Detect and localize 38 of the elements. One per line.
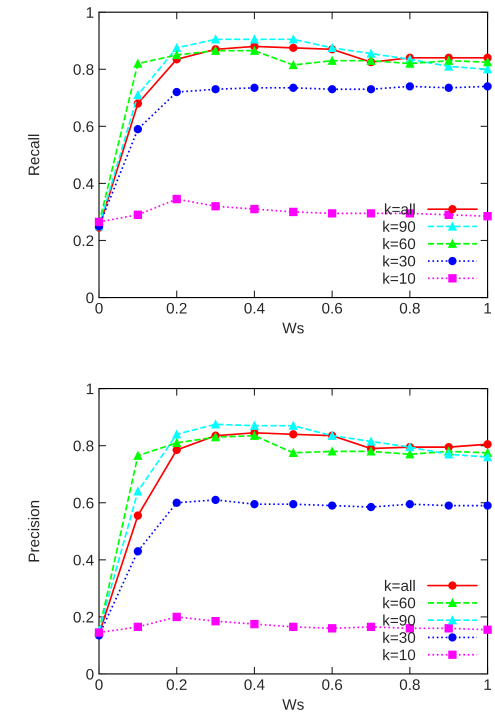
legend-label: k=all: [384, 580, 415, 592]
y-tick-label: 0: [86, 668, 94, 680]
legend-label: k=all: [384, 203, 415, 215]
legend-label: k=60: [383, 597, 416, 608]
y-tick-label: 0.2: [74, 235, 94, 246]
x-tick-label: 0.6: [322, 679, 342, 690]
x-axis-title: Ws: [282, 699, 304, 710]
legend-label: k=90: [383, 614, 416, 626]
y-tick-label: 0: [86, 292, 94, 304]
y-axis-title: Recall: [28, 134, 40, 175]
y-tick-label: 0.8: [74, 64, 94, 75]
x-tick-label: 0: [95, 302, 103, 314]
x-tick-label: 0: [95, 679, 103, 690]
x-axis-title: Ws: [282, 322, 304, 334]
y-axis-title: Precision: [28, 500, 40, 562]
y-tick-label: 0.2: [74, 612, 94, 623]
x-tick-label: 1: [484, 302, 492, 314]
y-tick-label: 0.4: [74, 178, 94, 190]
legend-label: k=60: [383, 238, 416, 250]
legend-label: k=10: [383, 649, 416, 660]
x-tick-label: 0.8: [400, 679, 420, 690]
legend-label: k=30: [383, 255, 416, 267]
x-tick-label: 1: [484, 679, 492, 690]
x-tick-label: 0.6: [322, 302, 342, 314]
x-tick-label: 0.8: [400, 302, 420, 314]
x-tick-label: 0.4: [244, 302, 265, 314]
y-tick-label: 1: [86, 7, 94, 18]
x-tick-label: 0.2: [166, 302, 187, 314]
legend-label: k=90: [383, 220, 416, 232]
y-tick-label: 0.6: [74, 498, 94, 508]
y-tick-label: 0.8: [74, 440, 94, 452]
y-tick-label: 0.4: [74, 554, 94, 566]
y-tick-label: 1: [86, 384, 94, 394]
x-tick-label: 0.4: [244, 679, 265, 690]
y-tick-label: 0.6: [74, 121, 94, 132]
x-tick-label: 0.2: [166, 679, 187, 690]
legend-label: k=30: [383, 632, 416, 643]
legend-label: k=10: [383, 272, 416, 284]
